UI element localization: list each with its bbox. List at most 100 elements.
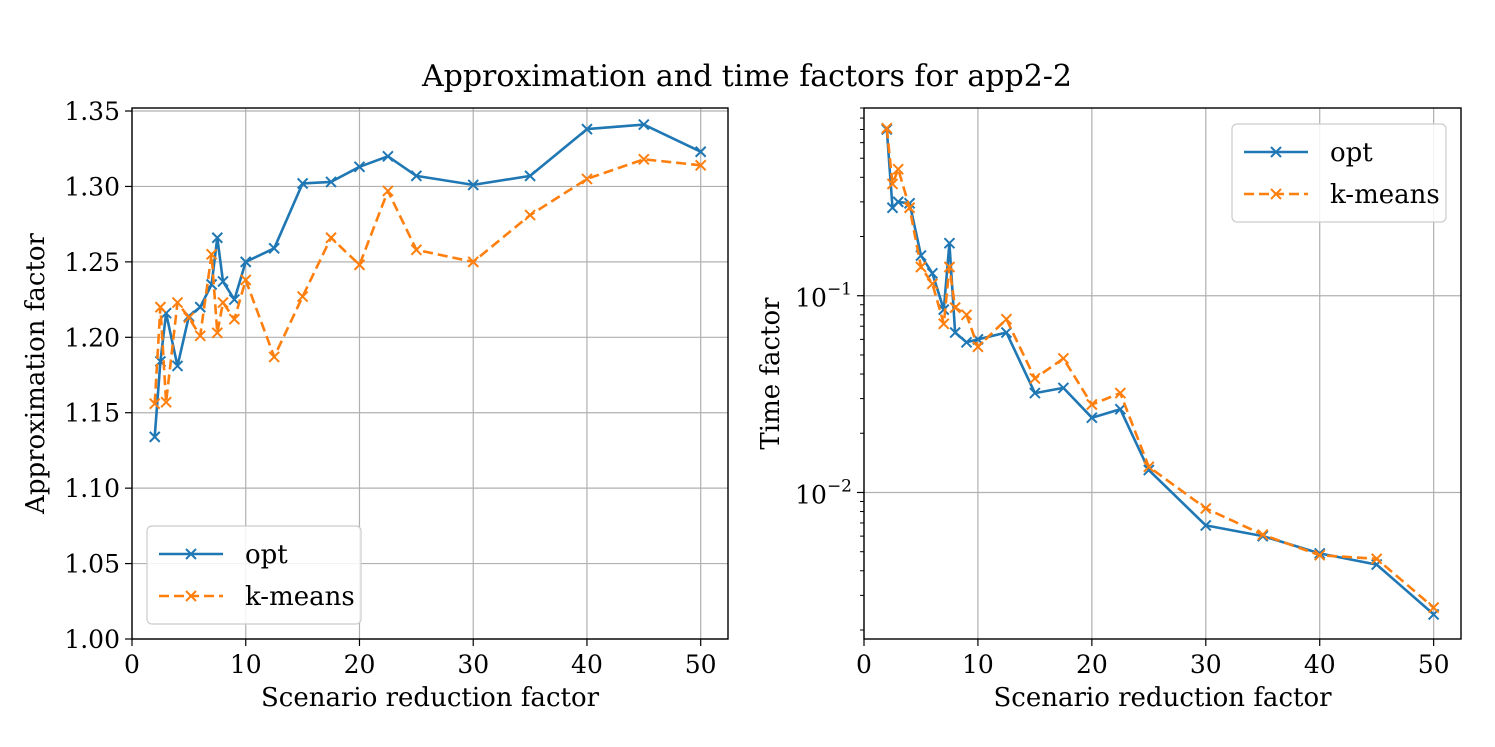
x-tick-label: 20 — [344, 650, 376, 679]
data-point-k-means — [1427, 601, 1440, 614]
data-point-k-means — [382, 185, 394, 197]
data-point-opt — [296, 177, 309, 190]
data-point-opt — [228, 293, 241, 306]
data-point-k-means — [205, 248, 218, 261]
data-point-opt — [149, 431, 161, 443]
x-tick-label: 50 — [685, 650, 717, 679]
data-point-k-means — [892, 163, 904, 175]
data-point-k-means — [149, 397, 161, 410]
series-line-k-means — [885, 128, 1435, 609]
data-point-opt — [938, 303, 950, 316]
x-tick-label: 30 — [457, 650, 489, 679]
data-point-k-means — [1143, 461, 1155, 473]
y-tick-label: 1.05 — [64, 550, 120, 579]
data-point-k-means — [228, 313, 241, 325]
data-point-k-means — [960, 309, 973, 321]
data-point-opt — [410, 170, 423, 182]
y-tick-label: 10−1 — [795, 280, 852, 313]
y-tick-label: 1.30 — [64, 172, 120, 201]
data-point-opt — [467, 179, 479, 191]
data-point-k-means — [325, 232, 337, 244]
data-point-k-means — [938, 318, 950, 330]
data-point-k-means — [194, 330, 206, 342]
data-point-opt — [325, 176, 337, 188]
data-point-opt — [268, 242, 280, 255]
figure-title: Approximation and time factors for app2-… — [421, 59, 1072, 94]
data-point-opt — [892, 196, 904, 208]
x-tick-label: 20 — [1076, 650, 1108, 679]
data-point-k-means — [240, 274, 252, 286]
axes-frame — [863, 107, 1462, 640]
data-point-k-means — [1314, 549, 1326, 561]
data-point-opt — [1029, 387, 1041, 399]
y-tick-label: 1.20 — [64, 323, 120, 352]
legend-label-k-means: k-means — [1330, 180, 1440, 210]
y-tick-label: 1.10 — [64, 474, 120, 503]
data-point-opt — [211, 232, 224, 244]
legend-label-k-means: k-means — [245, 582, 355, 612]
data-point-k-means — [467, 256, 479, 268]
time-factor-chart: 0 10 20 30 40 50 10−2 10−1 Scenario reduction fa… — [756, 107, 1462, 713]
data-point-k-means — [1000, 313, 1013, 325]
data-point-k-means — [943, 261, 956, 273]
x-tick-label: 0 — [124, 650, 140, 679]
y-tick-label: 10−2 — [795, 476, 852, 509]
data-point-opt — [943, 237, 956, 249]
data-point-k-means — [524, 209, 536, 221]
data-point-k-means — [926, 278, 939, 290]
data-point-k-means — [183, 311, 195, 324]
series-line-opt — [153, 123, 702, 437]
y-tick-label: 1.15 — [64, 399, 120, 428]
grid — [131, 108, 728, 640]
data-point-opt — [1086, 411, 1098, 424]
data-point-opt — [1000, 326, 1013, 339]
x-tick-label: 10 — [962, 650, 994, 679]
data-point-k-means — [1114, 387, 1127, 399]
data-point-opt — [382, 150, 394, 162]
data-point-k-means — [581, 173, 593, 185]
legend-marker-opt — [185, 548, 197, 560]
data-point-opt — [524, 170, 536, 182]
data-point-k-means — [1057, 352, 1070, 365]
data-point-k-means — [1086, 398, 1098, 411]
x-tick-label: 30 — [1190, 650, 1222, 679]
data-point-k-means — [638, 153, 650, 165]
plot-area — [149, 118, 707, 443]
data-point-k-means — [881, 122, 893, 134]
x-tick-label: 50 — [1418, 650, 1450, 679]
data-point-opt — [1200, 519, 1212, 532]
series-line-k-means — [153, 158, 701, 404]
data-point-opt — [581, 123, 593, 135]
data-point-k-means — [1370, 553, 1383, 565]
data-point-k-means — [171, 296, 184, 309]
data-point-opt — [1314, 547, 1326, 560]
data-point-k-means — [949, 301, 961, 314]
data-point-k-means — [296, 290, 309, 303]
data-point-opt — [205, 278, 218, 291]
data-point-k-means — [915, 261, 927, 273]
x-axis-label: Scenario reduction factor — [993, 683, 1332, 713]
data-point-k-means — [1029, 372, 1041, 385]
data-point-opt — [171, 360, 184, 372]
x-tick-label: 40 — [571, 650, 603, 679]
x-tick-label: 40 — [1304, 650, 1336, 679]
data-point-k-means — [903, 202, 916, 214]
legend-box — [146, 525, 362, 625]
data-point-k-means — [217, 296, 229, 309]
data-point-k-means — [886, 178, 899, 190]
data-point-k-means — [694, 159, 707, 172]
x-tick-label: 10 — [230, 650, 262, 679]
data-point-opt — [638, 118, 650, 131]
data-point-k-means — [353, 259, 366, 271]
data-point-k-means — [268, 351, 280, 363]
legend-marker-k-means — [1270, 188, 1282, 200]
data-point-opt — [694, 146, 707, 158]
data-point-opt — [240, 256, 252, 268]
legend: opt k-means — [146, 525, 362, 625]
legend: opt k-means — [1231, 123, 1447, 223]
series-line-opt — [885, 129, 1435, 616]
data-point-k-means — [410, 244, 423, 256]
approximation-factor-chart: 0 10 20 30 40 50 1.00 1.05 1.10 1.15 1.20 1.25 1.30 1… — [21, 97, 729, 713]
legend-box — [1231, 123, 1447, 223]
legend-label-opt: opt — [245, 540, 288, 570]
